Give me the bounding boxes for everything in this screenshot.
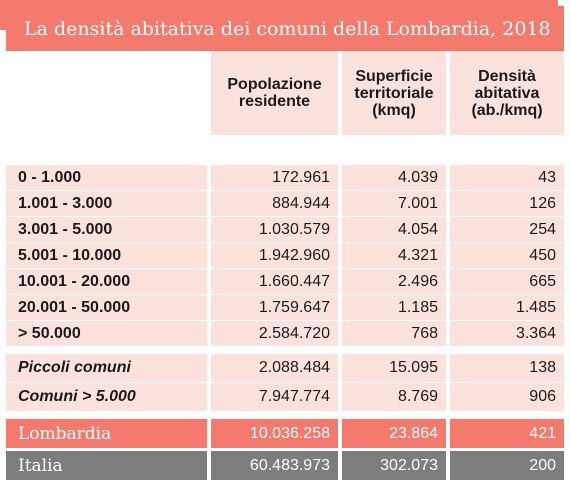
cell-superficie: 8.769 <box>342 383 446 412</box>
table-row: > 50.000 2.584.720 768 3.364 <box>6 321 564 347</box>
cell-popolazione: 60.483.973 <box>211 451 338 480</box>
cell-densita: 254 <box>450 217 564 243</box>
cell-popolazione: 7.947.774 <box>211 383 338 412</box>
row-label: 10.001 - 20.000 <box>6 269 207 295</box>
row-label: 5.001 - 10.000 <box>6 243 207 269</box>
cell-superficie: 4.039 <box>342 165 446 191</box>
cell-densita: 450 <box>450 243 564 269</box>
cell-densita: 3.364 <box>450 321 564 347</box>
cell-densita: 43 <box>450 165 564 191</box>
cell-superficie: 4.054 <box>342 217 446 243</box>
cell-superficie: 1.185 <box>342 295 446 321</box>
row-label: > 50.000 <box>6 321 207 347</box>
header-empty-cell <box>6 51 207 135</box>
cell-superficie: 2.496 <box>342 269 446 295</box>
cell-superficie: 15.095 <box>342 354 446 383</box>
cell-densita: 138 <box>450 354 564 383</box>
header-densita: Densità abitativa (ab./kmq) <box>450 51 564 135</box>
row-separator <box>6 347 564 353</box>
cell-densita: 126 <box>450 191 564 217</box>
cell-popolazione: 1.942.960 <box>211 243 338 269</box>
row-label: Comuni > 5.000 <box>6 383 207 412</box>
cell-popolazione: 10.036.258 <box>211 419 338 448</box>
table-row: 3.001 - 5.000 1.030.579 4.054 254 <box>6 217 564 243</box>
column-header-row: Popolazione residente Superficie territo… <box>6 51 564 135</box>
cell-popolazione: 2.584.720 <box>211 321 338 347</box>
cell-superficie: 23.864 <box>342 419 446 448</box>
table-row: 20.001 - 50.000 1.759.647 1.185 1.485 <box>6 295 564 321</box>
cell-superficie: 768 <box>342 321 446 347</box>
row-label: Lombardia <box>6 419 207 448</box>
cell-densita: 906 <box>450 383 564 412</box>
table-row: 10.001 - 20.000 1.660.447 2.496 665 <box>6 269 564 295</box>
cell-densita: 200 <box>450 451 564 480</box>
lombardia-row: Lombardia 10.036.258 23.864 421 <box>6 419 564 448</box>
table-title: La densità abitativa dei comuni della Lo… <box>6 6 564 51</box>
row-label: 20.001 - 50.000 <box>6 295 207 321</box>
row-label: 1.001 - 3.000 <box>6 191 207 217</box>
header-superficie: Superficie territoriale (kmq) <box>342 51 446 135</box>
row-label: Italia <box>6 451 207 480</box>
cell-densita: 665 <box>450 269 564 295</box>
row-label: 3.001 - 5.000 <box>6 217 207 243</box>
cell-popolazione: 1.759.647 <box>211 295 338 321</box>
cell-superficie: 302.073 <box>342 451 446 480</box>
cell-superficie: 4.321 <box>342 243 446 269</box>
cell-densita: 421 <box>450 419 564 448</box>
cell-densita: 1.485 <box>450 295 564 321</box>
table-row: 5.001 - 10.000 1.942.960 4.321 450 <box>6 243 564 269</box>
header-popolazione: Popolazione residente <box>211 51 338 135</box>
cell-popolazione: 2.088.484 <box>211 354 338 383</box>
table-row: Comuni > 5.000 7.947.774 8.769 906 <box>6 383 564 412</box>
italia-row: Italia 60.483.973 302.073 200 <box>6 451 564 480</box>
row-label: Piccoli comuni <box>6 354 207 383</box>
cell-popolazione: 1.030.579 <box>211 217 338 243</box>
table-row: Piccoli comuni 2.088.484 15.095 138 <box>6 354 564 383</box>
cell-popolazione: 172.961 <box>211 165 338 191</box>
table-row: 1.001 - 3.000 884.944 7.001 126 <box>6 191 564 217</box>
cell-popolazione: 884.944 <box>211 191 338 217</box>
table-row: 0 - 1.000 172.961 4.039 43 <box>6 165 564 191</box>
cell-popolazione: 1.660.447 <box>211 269 338 295</box>
row-label: 0 - 1.000 <box>6 165 207 191</box>
cell-superficie: 7.001 <box>342 191 446 217</box>
